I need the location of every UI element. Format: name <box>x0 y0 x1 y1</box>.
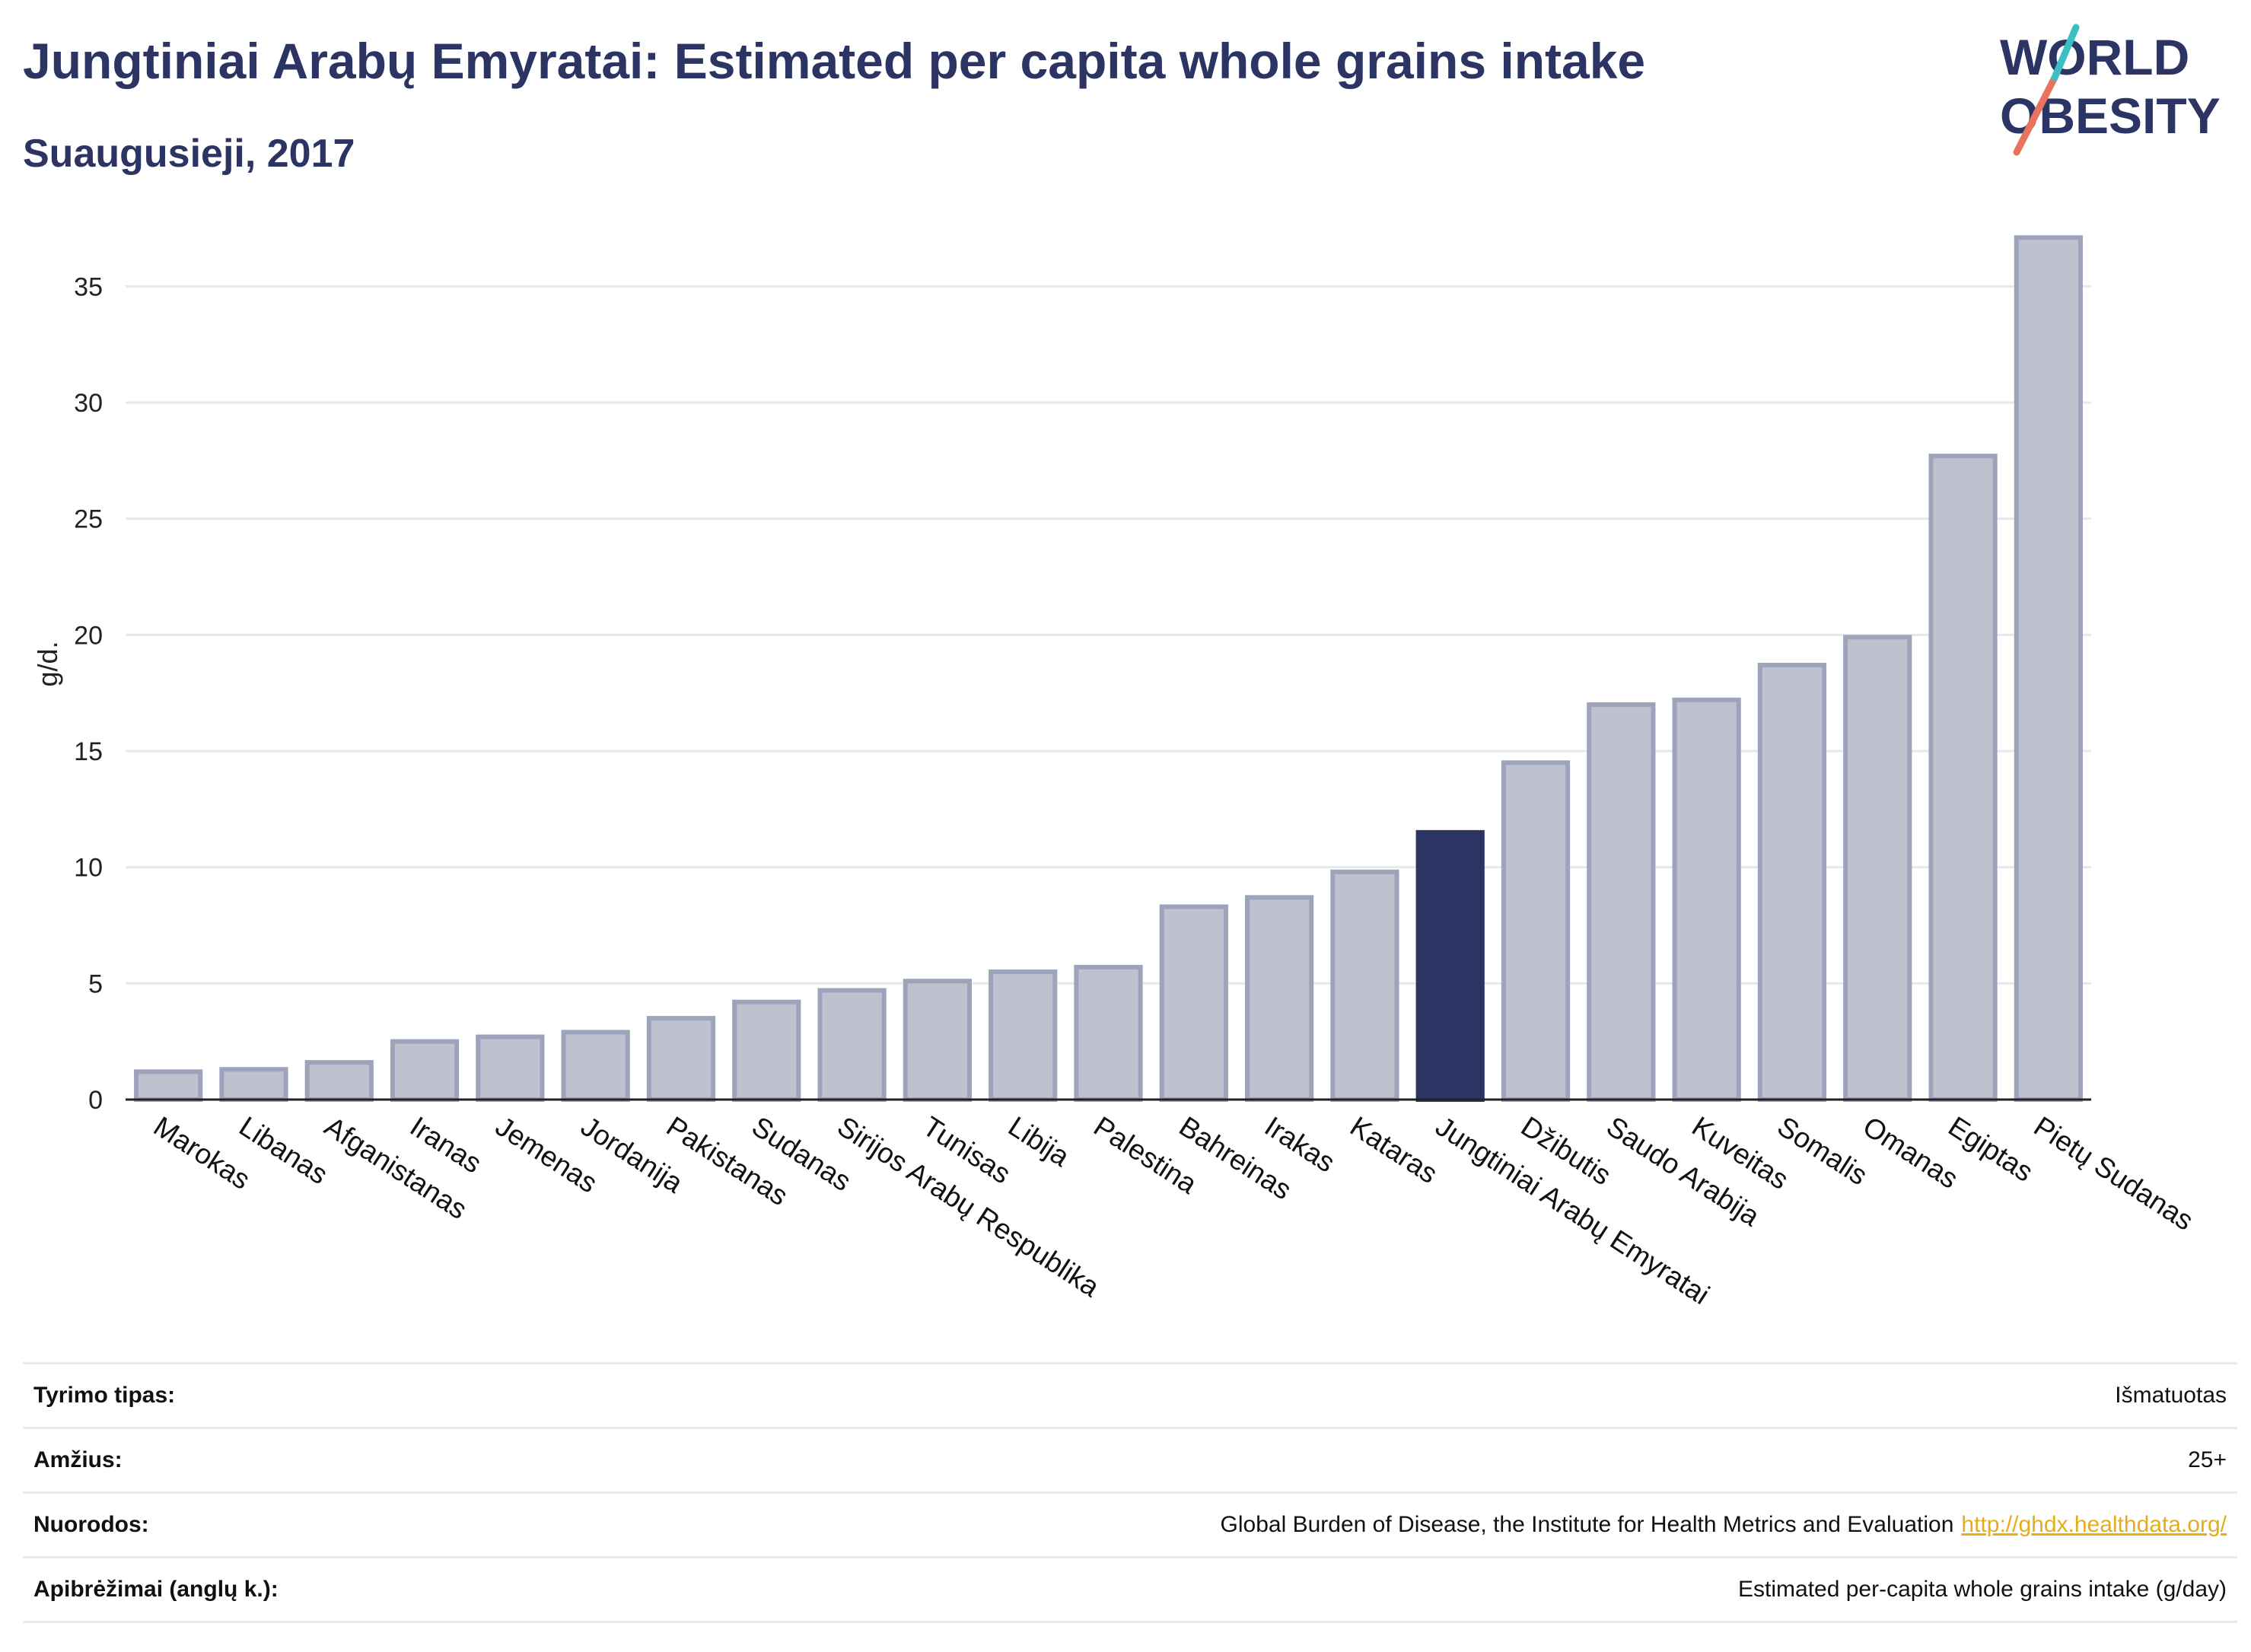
page-title: Jungtiniai Arabų Emyratai: Estimated per… <box>23 33 1646 89</box>
bar <box>1244 895 1314 1102</box>
y-tick-label: 20 <box>74 621 103 650</box>
bar <box>1587 702 1656 1102</box>
footer-value-wrap: Global Burden of Disease, the Institute … <box>1221 1512 2227 1538</box>
bar <box>1074 964 1143 1102</box>
bar <box>134 1069 203 1102</box>
bar <box>732 999 801 1103</box>
bar <box>2014 235 2083 1102</box>
bar <box>1928 454 1998 1102</box>
bar <box>646 1016 716 1102</box>
x-tick-label: Afganistanas <box>319 1110 473 1225</box>
y-tick-label: 15 <box>74 737 103 766</box>
x-tick-label: Marokas <box>148 1110 256 1195</box>
footer-value: Išmatuotas <box>2115 1383 2227 1408</box>
bar <box>1843 635 1912 1102</box>
footer-row-references: Nuorodos: Global Burden of Disease, the … <box>23 1491 2237 1556</box>
y-tick-label: 35 <box>74 272 103 301</box>
footer-value: Global Burden of Disease, the Institute … <box>1220 1512 1954 1537</box>
footer-label: Amžius: <box>33 1447 123 1472</box>
bar-chart: 05101520253035g/d.MarokasLibanasAfganist… <box>32 235 2199 1310</box>
bar <box>561 1030 630 1103</box>
x-tick-label: Omanas <box>1858 1110 1964 1195</box>
page-subtitle: Suaugusieji, 2017 <box>23 132 355 176</box>
bar <box>903 979 973 1103</box>
y-tick-label: 5 <box>88 969 103 998</box>
bar <box>1501 760 1571 1102</box>
footer-label: Tyrimo tipas: <box>33 1383 176 1408</box>
bar <box>1757 663 1827 1102</box>
y-tick-label: 10 <box>74 854 103 883</box>
bar <box>390 1039 460 1102</box>
bar <box>476 1034 545 1103</box>
bar <box>1672 697 1741 1102</box>
bar <box>1159 904 1228 1103</box>
y-axis-label: g/d. <box>32 641 63 686</box>
footer-label: Apibrėžimai (anglų k.): <box>33 1577 279 1602</box>
x-tick-label: Pietų Sudanas <box>2028 1110 2198 1236</box>
source-link[interactable]: http://ghdx.healthdata.org/ <box>1961 1512 2227 1537</box>
y-tick-label: 30 <box>74 389 103 418</box>
footer-row-age: Amžius: 25+ <box>23 1427 2237 1491</box>
bar <box>304 1060 374 1102</box>
footer-value: 25+ <box>2188 1447 2227 1472</box>
svg-text:WORLD: WORLD <box>2000 29 2189 85</box>
footer-row-definitions: Apibrėžimai (anglų k.): Estimated per-ca… <box>23 1556 2237 1623</box>
metadata-table: Tyrimo tipas: Išmatuotas Amžius: 25+ Nuo… <box>23 1362 2237 1623</box>
x-tick-label: Kataras <box>1345 1110 1443 1189</box>
footer-value: Estimated per-capita whole grains intake… <box>1738 1577 2227 1602</box>
bar <box>989 969 1058 1102</box>
bar <box>1330 869 1399 1102</box>
y-tick-label: 0 <box>88 1086 103 1115</box>
world-obesity-logo: WORLD OBESITY <box>2000 24 2221 156</box>
footer-row-survey-type: Tyrimo tipas: Išmatuotas <box>23 1362 2237 1427</box>
bar <box>817 988 887 1102</box>
y-tick-label: 25 <box>74 505 103 534</box>
bar-highlighted <box>1415 829 1485 1103</box>
bar <box>219 1067 288 1102</box>
footer-label: Nuorodos: <box>33 1512 149 1537</box>
